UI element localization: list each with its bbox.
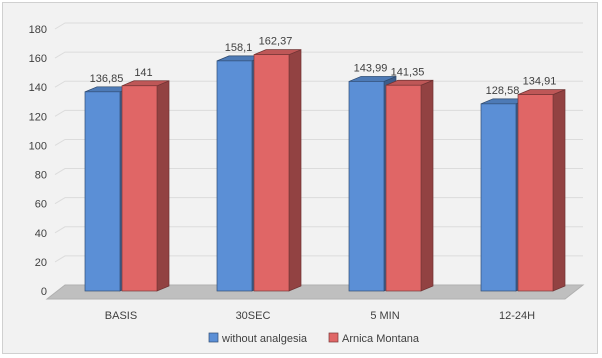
data-label: 141 (134, 67, 152, 79)
legend-label: without analgesia (221, 333, 308, 345)
chart-area: 0 20 40 60 80 100 120 140 160 180 136,85 141 BASIS 15… (2, 2, 598, 354)
bar-chart: 0 20 40 60 80 100 120 140 160 180 136,85 141 BASIS 15… (29, 22, 585, 348)
bar (84, 91, 121, 292)
chart-floor (45, 284, 585, 300)
bar-side (288, 49, 302, 292)
bar (348, 81, 385, 292)
data-label: 128,58 (486, 85, 520, 97)
bar (385, 84, 422, 292)
gridline (54, 51, 583, 59)
y-tick-label: 20 (35, 257, 47, 269)
bar (121, 85, 158, 292)
y-tick-label: 80 (35, 170, 47, 182)
legend-swatch (328, 332, 339, 343)
gridline (54, 22, 583, 30)
bar (216, 60, 253, 292)
y-tick-label: 40 (35, 228, 47, 240)
bar (517, 94, 554, 292)
bar (253, 54, 290, 292)
data-label: 162,37 (259, 36, 293, 48)
x-tick-label: 30SEC (236, 310, 271, 322)
bar-side (156, 80, 170, 292)
y-tick-label: 100 (29, 140, 47, 152)
y-tick-label: 120 (29, 111, 47, 123)
bar (480, 103, 517, 292)
y-tick-label: 60 (35, 199, 47, 211)
x-tick-label: 12-24H (499, 310, 535, 322)
data-label: 143,99 (354, 62, 388, 74)
legend-swatch (208, 332, 219, 343)
bar-side (420, 79, 434, 292)
y-tick-label: 140 (29, 82, 47, 94)
bar-side (552, 89, 566, 292)
data-label: 158,1 (225, 42, 253, 54)
data-label: 136,85 (90, 73, 124, 85)
y-tick-label: 0 (41, 286, 47, 298)
data-label: 134,91 (523, 76, 557, 88)
y-tick-label: 180 (29, 24, 47, 36)
x-tick-label: 5 MIN (370, 310, 399, 322)
data-label: 141,35 (391, 66, 425, 78)
y-tick-label: 160 (29, 53, 47, 65)
legend-label: Arnica Montana (342, 333, 420, 345)
x-tick-label: BASIS (105, 310, 137, 322)
legend (199, 328, 425, 348)
